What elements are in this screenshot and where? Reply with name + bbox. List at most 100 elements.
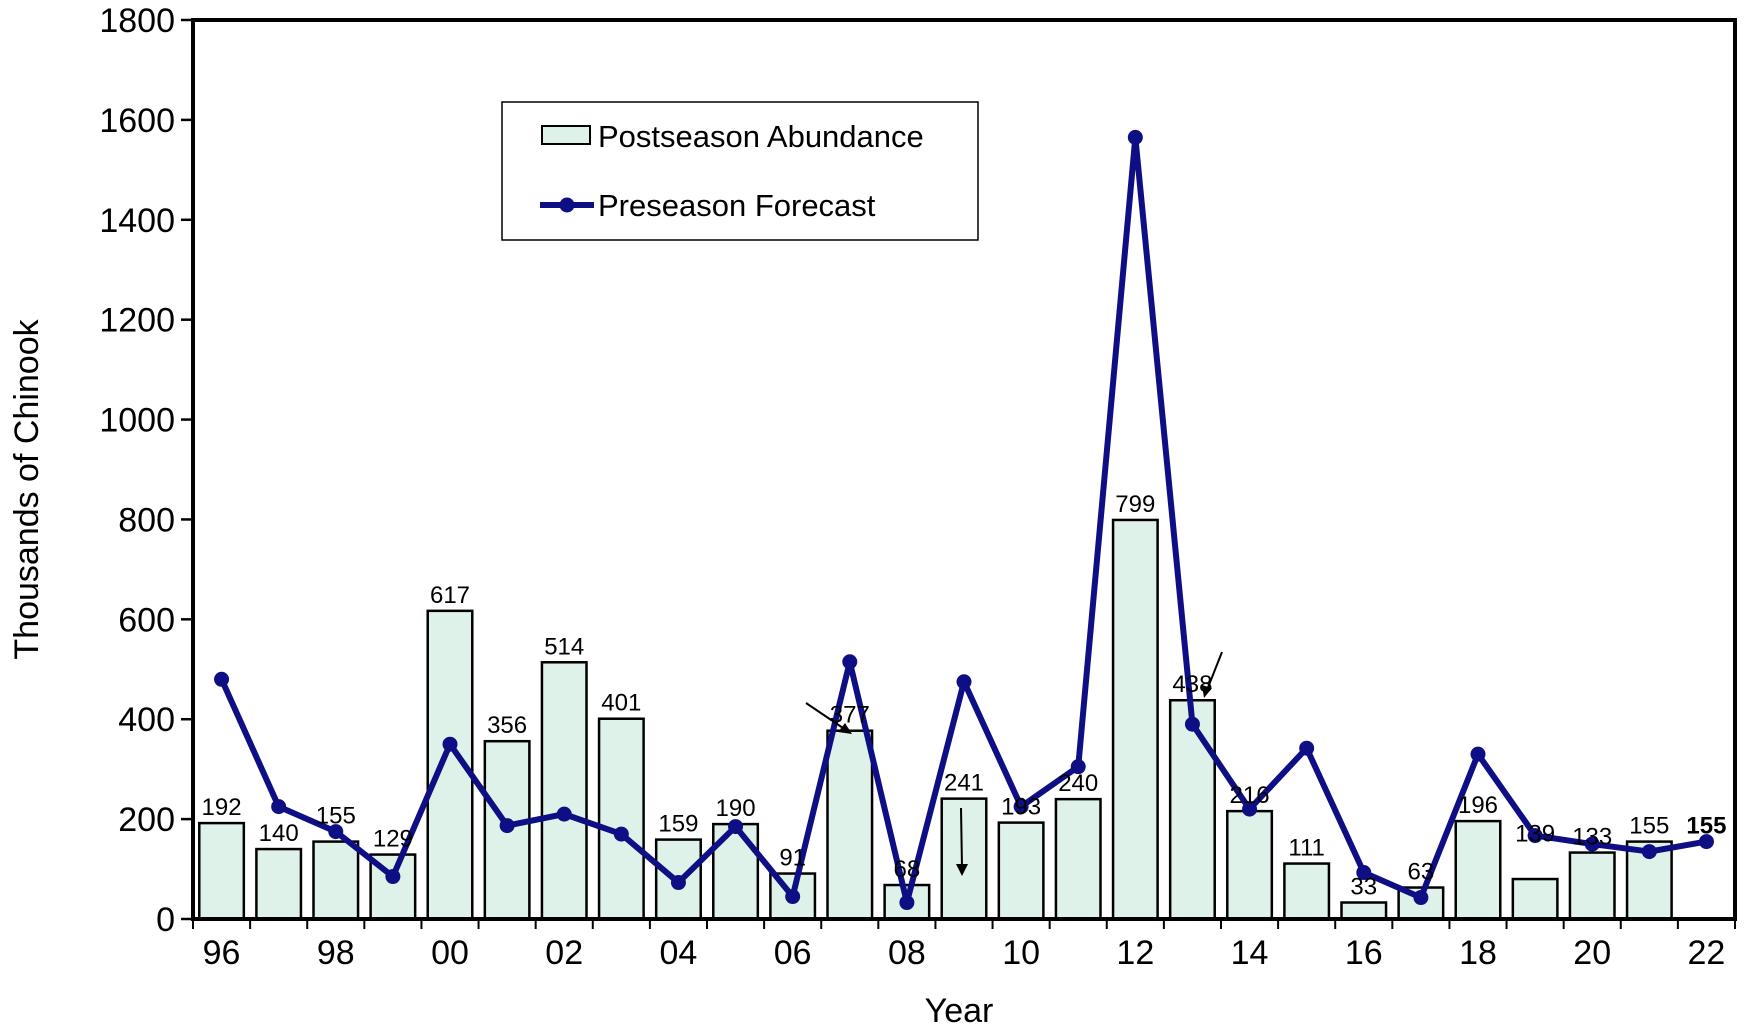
forecast-point-09 [956,674,972,690]
forecast-point-03 [613,826,629,842]
forecast-point-07 [842,654,858,670]
bar-03 [597,717,645,921]
data-label-19: 139 [1515,821,1555,848]
forecast-point-00 [442,736,458,752]
forecast-point-11 [1070,759,1086,775]
bar-10 [997,821,1045,921]
data-label-07: 377 [830,702,870,729]
x-tick-label: 04 [660,934,698,972]
annotation-arrowhead-07 [838,723,852,734]
data-label-15: 111 [1288,835,1324,862]
data-label-05: 190 [716,795,756,822]
forecast-point-15 [1299,740,1315,756]
forecast-point-20 [1584,836,1600,852]
forecast-point-13 [1184,716,1200,732]
bar-14 [1226,809,1274,921]
data-label-97: 140 [259,820,299,847]
data-label-96: 192 [202,794,242,821]
bar-20 [1568,851,1616,921]
data-label-17: 63 [1408,859,1435,886]
plot-frame [191,18,1737,921]
legend-label-line: Preseason Forecast [598,188,876,223]
legend-label-bars: Postseason Abundance [598,119,924,154]
y-tick-label: 1200 [99,302,175,340]
x-tick-label: 14 [1231,934,1269,972]
y-tick-label: 1000 [99,402,175,440]
annotation-arrowhead-13 [1202,685,1212,698]
y-tick-label: 1600 [99,102,175,140]
bar-97 [255,847,303,921]
bar-12 [1111,518,1159,921]
data-label-12: 799 [1115,491,1155,518]
forecast-point-14 [1242,801,1258,817]
data-label-99: 129 [373,826,413,853]
bars [198,518,1673,921]
forecast-point-99 [385,869,401,885]
data-label-01: 356 [487,712,527,739]
data-label-06: 91 [779,845,806,872]
forecast-point-17 [1413,890,1429,906]
forecast-point-19 [1527,828,1543,844]
bar-02 [540,661,588,921]
legend-bar-swatch [541,125,591,145]
forecast-point-04 [670,875,686,891]
forecast-point-16 [1356,865,1372,881]
y-tick-label: 600 [118,601,175,639]
forecast-point-06 [785,889,801,905]
bar-96 [198,821,246,921]
data-label-11: 240 [1058,770,1098,797]
x-tick-label: 22 [1688,934,1726,972]
legend: Postseason Abundance Preseason Forecast [501,101,979,241]
bar-15 [1283,862,1331,921]
forecast-point-12 [1127,129,1143,145]
x-tick-label: 98 [317,934,355,972]
forecast-point-05 [728,819,744,835]
bar-18 [1454,819,1502,921]
data-label-02: 514 [544,633,584,660]
data-labels: 192 140 155 129 617 356 514 401 159 190 91 377 68 241… [202,491,1727,901]
x-tick-label: 16 [1345,934,1383,972]
forecast-point-96 [214,671,230,687]
y-tick-label: 0 [156,901,175,939]
data-label-14: 216 [1230,782,1270,809]
bar-11 [1054,797,1102,921]
annotation-arrow-13 [1206,651,1223,691]
forecast-line-group [214,129,1714,911]
bar-13 [1168,698,1216,921]
annotation-arrow-09 [960,807,963,869]
data-label-09: 241 [944,770,984,797]
data-label-03: 401 [601,690,641,717]
data-label-04: 159 [658,811,698,838]
x-tick-label: 02 [545,934,583,972]
forecast-point-97 [271,799,287,815]
bar-09 [940,797,988,921]
forecast-point-21 [1641,844,1657,860]
x-tick-label: 08 [888,934,926,972]
y-tick-label: 800 [118,501,175,539]
forecast-point-08 [899,895,915,911]
data-label-21: 155 [1629,813,1669,840]
x-tick-label: 18 [1459,934,1497,972]
bar-19 [1511,877,1559,921]
bar-16 [1340,901,1388,921]
y-tick-label: 200 [118,801,175,839]
data-label-20: 133 [1572,824,1612,851]
y-tick-label: 400 [118,701,175,739]
y-tick-label: 1800 [99,2,175,40]
y-tick-label: 1400 [99,202,175,240]
x-tick-label: 20 [1573,934,1611,972]
data-label-22: 155 [1686,813,1726,840]
x-axis-title: Year [925,992,994,1027]
data-label-00: 617 [430,582,470,609]
data-label-10: 193 [1001,794,1041,821]
annotation-arrow-07 [805,702,847,731]
x-tick-label: 06 [774,934,812,972]
data-label-98: 155 [316,803,356,830]
data-label-16: 33 [1350,874,1377,901]
annotation-arrowhead-09 [956,864,968,876]
data-label-08: 68 [894,856,921,883]
bar-98 [312,840,360,921]
forecast-point-18 [1470,746,1486,762]
x-tick-label: 12 [1116,934,1154,972]
